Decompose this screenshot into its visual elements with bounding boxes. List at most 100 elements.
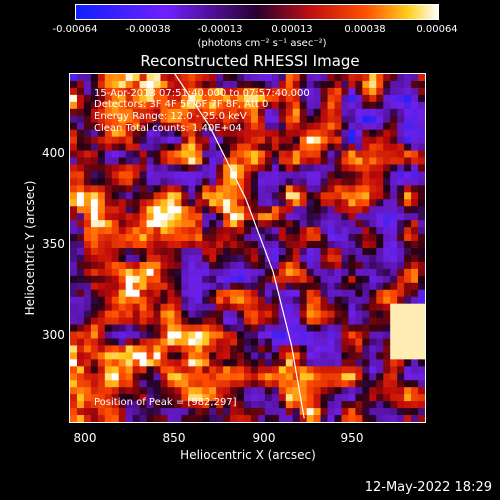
heatmap-cell [202, 101, 210, 110]
heatmap-cell [411, 220, 419, 228]
heatmap-cell [237, 352, 245, 360]
heatmap-cell [167, 115, 175, 124]
heatmap-cell [209, 310, 217, 319]
heatmap-cell [209, 324, 217, 333]
heatmap-cell [327, 74, 336, 82]
heatmap-cell [376, 171, 384, 179]
heatmap-cell [90, 101, 99, 110]
colorbar-tick: 0.00064 [416, 24, 458, 35]
heatmap-cell [292, 80, 301, 89]
heatmap-cell [146, 115, 155, 124]
heatmap-cell [146, 366, 155, 374]
heatmap-cell [348, 87, 356, 96]
heatmap-cell [264, 331, 273, 339]
heatmap-cell [306, 74, 315, 82]
heatmap-cell [125, 331, 134, 339]
heatmap-cell [230, 254, 238, 263]
heatmap-cell [230, 115, 238, 124]
heatmap-cell [313, 324, 322, 333]
heatmap-cell [313, 303, 322, 312]
heatmap-cell [327, 359, 336, 367]
heatmap-cell [174, 129, 182, 138]
heatmap-cell [153, 331, 161, 339]
heatmap-cell [271, 394, 280, 402]
heatmap-cell [313, 248, 322, 256]
heatmap-cell [209, 366, 217, 374]
heatmap-cell [160, 254, 168, 263]
heatmap-cell [244, 303, 252, 312]
heatmap-cell [223, 178, 231, 186]
heatmap-cell [216, 338, 224, 346]
heatmap-cell [244, 248, 252, 256]
heatmap-cell [104, 192, 113, 200]
heatmap-cell [320, 101, 329, 110]
heatmap-cell [97, 268, 106, 277]
heatmap-cell [70, 310, 78, 319]
heatmap-cell [76, 268, 85, 277]
heatmap-cell [257, 213, 266, 221]
heatmap-cell [376, 164, 384, 172]
heatmap-cell [292, 387, 301, 395]
heatmap-cell [306, 254, 315, 263]
heatmap-cell [132, 101, 141, 110]
heatmap-cell [167, 206, 175, 214]
heatmap-cell [299, 80, 308, 89]
heatmap-cell [257, 373, 266, 381]
heatmap-cell [306, 380, 315, 388]
heatmap-cell [167, 366, 175, 374]
heatmap-cell [83, 261, 92, 270]
heatmap-cell [146, 394, 155, 402]
heatmap-cell [118, 296, 127, 305]
heatmap-cell [271, 178, 280, 186]
heatmap-cell [264, 136, 273, 145]
heatmap-cell [278, 192, 287, 200]
heatmap-cell [160, 101, 168, 110]
heatmap-cell [188, 296, 196, 305]
heatmap-cell [334, 87, 342, 96]
heatmap-cell [292, 234, 301, 242]
heatmap-cell [369, 87, 377, 96]
heatmap-cell [271, 143, 280, 152]
heatmap-cell [83, 248, 92, 256]
heatmap-cell [376, 150, 384, 159]
heatmap-cell [118, 206, 127, 214]
heatmap-cell [390, 317, 398, 326]
heatmap-cell [418, 303, 425, 312]
heatmap-cell [146, 220, 155, 228]
heatmap-cell [244, 275, 252, 284]
heatmap-cell [160, 324, 168, 333]
heatmap-cell [411, 345, 419, 353]
heatmap-cell [271, 157, 280, 165]
heatmap-cell [244, 261, 252, 270]
heatmap-cell [369, 129, 377, 138]
heatmap-cell [264, 275, 273, 284]
heatmap-cell [306, 366, 315, 374]
heatmap-cell [355, 359, 363, 367]
heatmap-cell [264, 157, 273, 165]
heatmap-cell [257, 331, 266, 339]
heatmap-cell [202, 387, 210, 395]
heatmap-cell [181, 101, 189, 110]
heatmap-cell [223, 254, 231, 263]
heatmap-cell [153, 373, 161, 381]
heatmap-cell [383, 415, 391, 422]
heatmap-cell [181, 380, 189, 388]
heatmap-cell [125, 317, 134, 326]
heatmap-cell [320, 345, 329, 353]
heatmap-cell [202, 234, 210, 242]
heatmap-cell [348, 199, 356, 207]
heatmap-cell [411, 248, 419, 256]
heatmap-cell [132, 80, 141, 89]
heatmap-cell [209, 171, 217, 179]
heatmap-cell [327, 324, 336, 333]
heatmap-cell [202, 352, 210, 360]
heatmap-cell [70, 213, 78, 221]
heatmap-cell [257, 296, 266, 305]
heatmap-cell [271, 220, 280, 228]
heatmap-cell [181, 373, 189, 381]
heatmap-cell [237, 394, 245, 402]
heatmap-cell [397, 338, 405, 346]
heatmap-cell [348, 164, 356, 172]
heatmap-cell [250, 164, 259, 172]
heatmap-cell [139, 101, 148, 110]
